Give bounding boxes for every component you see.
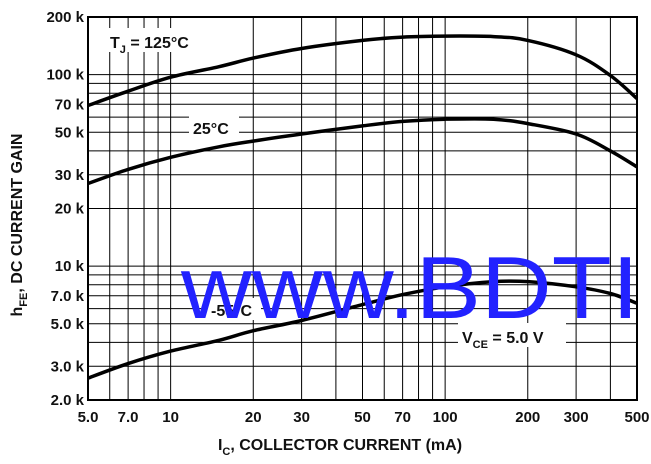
curves [87,34,639,380]
x-axis-title: IC, COLLECTOR CURRENT (mA) [218,437,462,458]
x-tick-label: 30 [293,409,310,426]
y-tick-label: 3.0 k [51,358,85,375]
series-label-25c: 25°C [193,121,229,138]
y-tick-label: 5.0 k [51,316,85,333]
y-tick-labels: 2.0 k 3.0 k 5.0 k 7.0 k 10 k 20 k 30 k 50 k 70 k… [46,9,84,409]
x-tick-label: 70 [394,409,411,426]
x-tick-label: 50 [354,409,371,426]
x-tick-label: 500 [624,409,649,426]
y-tick-label: 100 k [46,67,84,84]
x-tick-label: 300 [564,409,589,426]
series-label-minus55c-bg [207,298,261,320]
y-tick-label: 30 k [55,167,85,184]
x-tick-label: 100 [433,409,458,426]
y-tick-label: 200 k [46,9,84,26]
plot-frame [87,16,638,401]
x-tick-label: 5.0 [78,409,99,426]
y-axis-title: hFE, DC CURRENT GAIN [9,134,30,317]
vce-annotation-bg [458,323,566,347]
series-label-125c-bg [106,28,212,52]
x-tick-label: 20 [245,409,262,426]
series-line [87,117,638,186]
watermark: www.BDTI [180,238,639,337]
y-tick-label: 70 k [55,96,85,113]
x-tick-label: 7.0 [118,409,139,426]
vce-annotation: VCE = 5.0 V [462,330,544,351]
x-tick-labels: 5.0 7.0 10 20 30 50 70 100 200 300 500 [78,409,650,426]
y-tick-label: 50 k [55,124,85,141]
series-label-25c-bg [189,116,239,138]
x-tick-label: 10 [162,409,179,426]
series-label-minus55c: -55°C [211,303,253,320]
series-label-125c: TJ = 125°C [110,35,189,56]
y-tick-label: 2.0 k [51,392,85,409]
x-tick-label: 200 [515,409,540,426]
series-line [87,279,638,380]
series-line [87,34,639,108]
curve-labels: TJ = 125°C 25°C -55°C VCE = 5.0 V [106,28,566,351]
y-tick-label: 10 k [55,258,85,275]
y-tick-label: 20 k [55,201,85,218]
y-tick-label: 7.0 k [51,288,85,305]
